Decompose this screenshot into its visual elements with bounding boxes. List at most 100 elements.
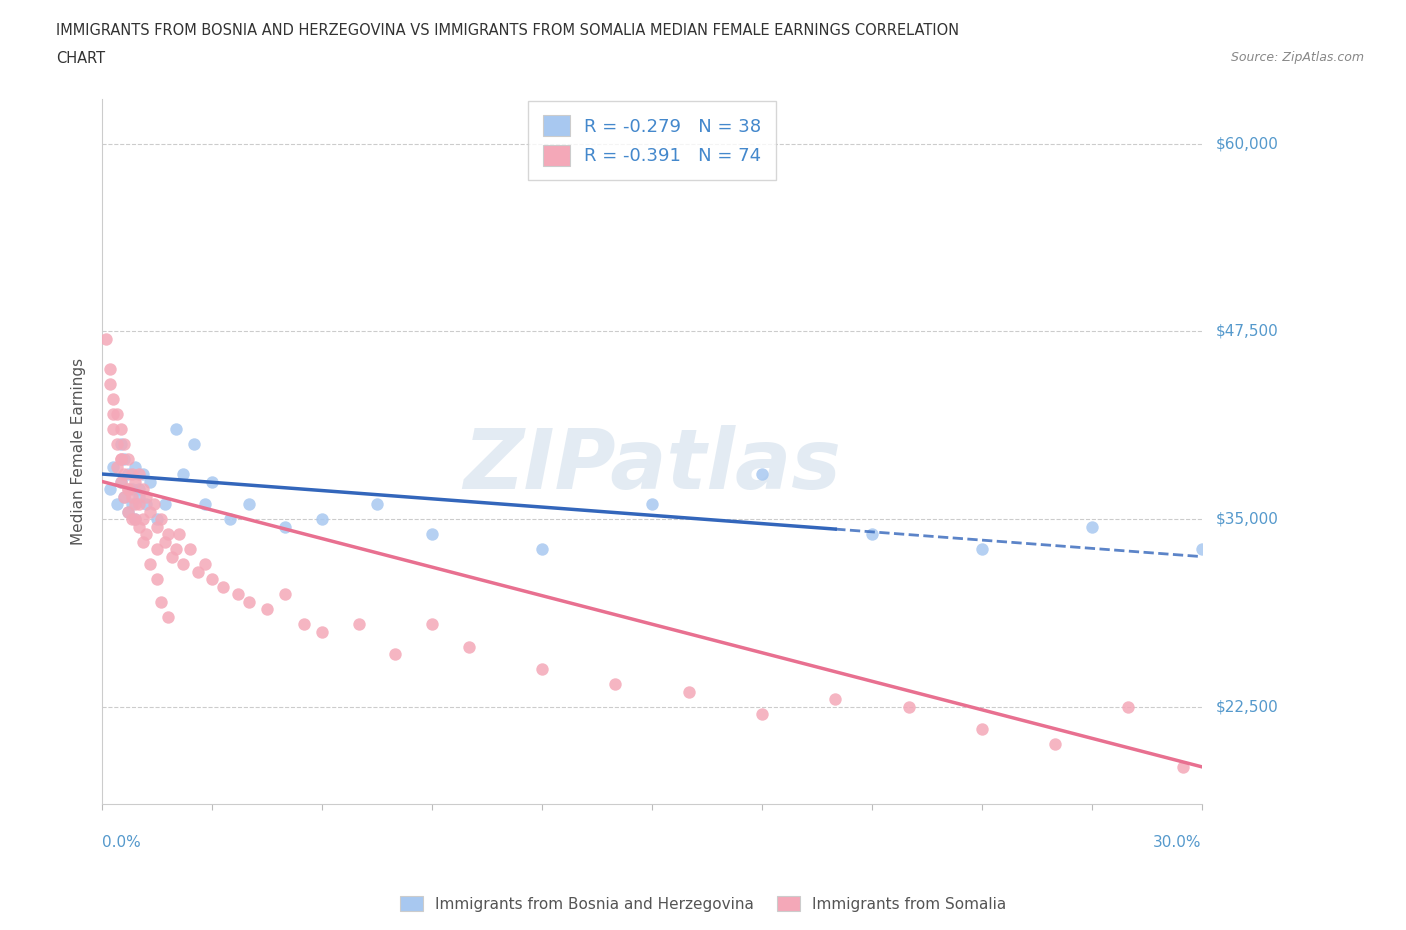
Point	[94, 331, 117, 346]
Y-axis label: Median Female Earnings: Median Female Earnings	[72, 358, 86, 545]
Point	[605, 677, 627, 692]
Point	[1191, 541, 1213, 556]
Point	[98, 482, 121, 497]
Point	[457, 639, 479, 654]
Point	[311, 512, 333, 526]
Point	[149, 512, 172, 526]
Point	[112, 489, 135, 504]
Point	[110, 436, 132, 451]
Text: $22,500: $22,500	[1216, 699, 1278, 714]
Point	[139, 474, 162, 489]
Point	[124, 497, 146, 512]
Text: $47,500: $47,500	[1216, 324, 1278, 339]
Point	[131, 482, 153, 497]
Point	[135, 489, 157, 504]
Point	[201, 474, 224, 489]
Point	[219, 512, 242, 526]
Point	[103, 406, 125, 421]
Point	[110, 452, 132, 467]
Point	[970, 541, 993, 556]
Point	[194, 557, 217, 572]
Point	[98, 362, 121, 377]
Point	[117, 467, 139, 482]
Point	[157, 609, 180, 624]
Point	[1081, 519, 1104, 534]
Legend: Immigrants from Bosnia and Herzegovina, Immigrants from Somalia: Immigrants from Bosnia and Herzegovina, …	[394, 889, 1012, 918]
Point	[112, 452, 135, 467]
Point	[641, 497, 664, 512]
Point	[117, 504, 139, 519]
Point	[121, 512, 143, 526]
Point	[1043, 737, 1066, 751]
Text: 30.0%: 30.0%	[1153, 835, 1202, 850]
Point	[110, 452, 132, 467]
Point	[366, 497, 388, 512]
Point	[751, 467, 773, 482]
Point	[139, 504, 162, 519]
Point	[110, 474, 132, 489]
Point	[121, 497, 143, 512]
Point	[531, 662, 554, 677]
Point	[172, 557, 194, 572]
Point	[121, 489, 143, 504]
Point	[117, 482, 139, 497]
Point	[146, 541, 169, 556]
Point	[117, 482, 139, 497]
Point	[311, 624, 333, 639]
Point	[160, 550, 183, 565]
Point	[149, 594, 172, 609]
Point	[531, 541, 554, 556]
Point	[146, 512, 169, 526]
Point	[183, 436, 205, 451]
Point	[146, 519, 169, 534]
Point	[165, 541, 187, 556]
Point	[131, 534, 153, 549]
Point	[678, 684, 700, 699]
Point	[128, 482, 150, 497]
Point	[274, 519, 297, 534]
Point	[105, 406, 128, 421]
Point	[103, 392, 125, 406]
Point	[142, 497, 165, 512]
Point	[153, 534, 176, 549]
Text: CHART: CHART	[56, 51, 105, 66]
Point	[179, 541, 201, 556]
Legend: R = -0.279   N = 38, R = -0.391   N = 74: R = -0.279 N = 38, R = -0.391 N = 74	[529, 100, 776, 180]
Point	[153, 497, 176, 512]
Point	[121, 482, 143, 497]
Point	[194, 497, 217, 512]
Point	[226, 587, 249, 602]
Point	[117, 504, 139, 519]
Point	[112, 467, 135, 482]
Point	[105, 459, 128, 474]
Point	[98, 377, 121, 392]
Point	[751, 707, 773, 722]
Point	[420, 617, 443, 631]
Point	[128, 489, 150, 504]
Text: $60,000: $60,000	[1216, 136, 1278, 152]
Point	[420, 526, 443, 541]
Point	[128, 497, 150, 512]
Point	[201, 572, 224, 587]
Point	[274, 587, 297, 602]
Point	[384, 646, 406, 661]
Point	[135, 526, 157, 541]
Point	[124, 459, 146, 474]
Point	[128, 467, 150, 482]
Point	[110, 474, 132, 489]
Point	[128, 519, 150, 534]
Point	[172, 467, 194, 482]
Point	[103, 421, 125, 436]
Point	[238, 497, 260, 512]
Point	[131, 467, 153, 482]
Point	[897, 699, 920, 714]
Point	[105, 497, 128, 512]
Point	[124, 474, 146, 489]
Point	[131, 512, 153, 526]
Point	[292, 617, 315, 631]
Point	[105, 436, 128, 451]
Point	[103, 459, 125, 474]
Point	[347, 617, 370, 631]
Point	[1173, 760, 1195, 775]
Point	[238, 594, 260, 609]
